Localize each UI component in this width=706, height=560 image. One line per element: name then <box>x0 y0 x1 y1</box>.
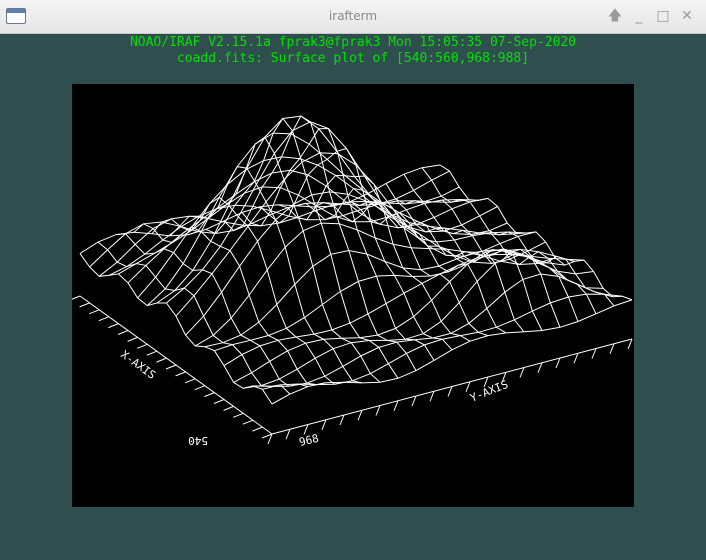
y-axis-tick <box>393 400 399 411</box>
x-axis-tick <box>185 378 196 384</box>
surface-grid-line <box>439 164 633 301</box>
close-button[interactable]: ✕ <box>681 8 693 24</box>
surface-grid-line <box>385 183 579 322</box>
surface-grid-line <box>97 241 291 395</box>
maximize-button[interactable]: □ <box>656 8 670 24</box>
x-axis-tick <box>194 385 205 391</box>
window-title: irafterm <box>328 9 378 23</box>
y-axis-tick <box>627 338 633 350</box>
window-icon[interactable] <box>6 8 26 24</box>
x-axis-tick <box>146 350 157 356</box>
y-axis-tick <box>267 433 273 445</box>
y-axis-tick <box>321 419 327 430</box>
y-axis-tick <box>501 372 507 383</box>
y-axis-tick <box>357 410 363 421</box>
y-axis-tick <box>465 381 471 392</box>
surface-grid-line <box>313 201 507 334</box>
x-axis-tick <box>89 309 100 315</box>
surface-grid-line <box>259 147 453 351</box>
y-axis-tick <box>339 414 345 426</box>
x-axis-tick <box>98 316 109 322</box>
surface-grid-line <box>108 199 469 276</box>
x-axis-tick <box>261 433 273 439</box>
x-axis-tick <box>108 323 119 329</box>
y-axis-tick <box>537 362 543 373</box>
surface-grid-line <box>223 253 585 367</box>
y-axis-tick <box>555 357 561 369</box>
x-axis-tick <box>213 399 225 404</box>
surface-grid-line <box>194 222 556 347</box>
x-axis-tick <box>242 419 253 425</box>
surface-grid-line <box>349 200 543 331</box>
surface-grid-line <box>295 187 489 337</box>
surface-grid-line <box>169 166 363 384</box>
x-axis-start-label: 540 <box>188 434 208 447</box>
header-line-2: coadd.fits: Surface plot of [540:560,968… <box>176 51 530 66</box>
pin-icon[interactable]: 🡅 <box>607 8 623 24</box>
surface-plot-svg: 540560X-AXIS968988Y-AXIS <box>72 115 633 449</box>
title-bar[interactable]: irafterm 🡅 _ □ ✕ <box>0 0 706 34</box>
surface-grid-line <box>241 127 435 361</box>
y-axis-start-label: 968 <box>298 432 320 449</box>
x-axis-tick <box>117 330 129 335</box>
surface-grid-line <box>205 117 399 379</box>
x-axis-tick <box>175 371 186 377</box>
x-axis-tick <box>223 405 234 411</box>
y-axis-tick <box>303 424 309 435</box>
x-axis-tick <box>156 357 167 363</box>
surface-grid-line <box>252 273 613 387</box>
y-axis-tick <box>429 391 435 402</box>
surface-grid-line <box>331 201 525 333</box>
x-axis-tick <box>72 295 81 300</box>
surface-grid-line <box>421 167 615 307</box>
y-axis-tick <box>519 367 525 378</box>
x-axis-tick <box>79 302 90 308</box>
x-axis-tick <box>233 412 244 418</box>
y-axis-tick <box>483 376 489 388</box>
minimize-button[interactable]: _ <box>635 8 643 24</box>
x-axis-tick <box>204 392 215 398</box>
surface-grid-line <box>277 174 471 342</box>
x-axis-tick <box>165 364 177 370</box>
surface-plot: 540560X-AXIS968988Y-AXIS <box>72 84 634 507</box>
surface-grid-line <box>133 223 327 386</box>
surface-grid-line <box>187 136 381 383</box>
y-axis-tick <box>591 348 597 359</box>
surface-grid-line <box>79 253 273 405</box>
y-axis-tick <box>447 386 453 397</box>
x-axis-tick <box>252 426 263 432</box>
y-axis-tick <box>411 395 417 407</box>
y-axis-tick <box>573 353 579 364</box>
header-line-1: NOAO/IRAF V2.15.1a fprak3@fprak3 Mon 15:… <box>129 35 577 50</box>
surface-grid-line <box>115 233 309 387</box>
surface-grid-line <box>367 193 561 328</box>
surface-grid-line <box>223 115 417 371</box>
y-axis-tick <box>285 429 291 440</box>
y-axis-tick <box>375 405 381 416</box>
y-axis-tick <box>609 343 615 354</box>
x-axis-tick <box>137 343 148 349</box>
y-axis-label: Y-AXIS <box>468 378 510 405</box>
x-axis-tick <box>127 336 138 342</box>
surface-grid-line <box>403 173 597 315</box>
surface-grid-line <box>151 196 345 385</box>
